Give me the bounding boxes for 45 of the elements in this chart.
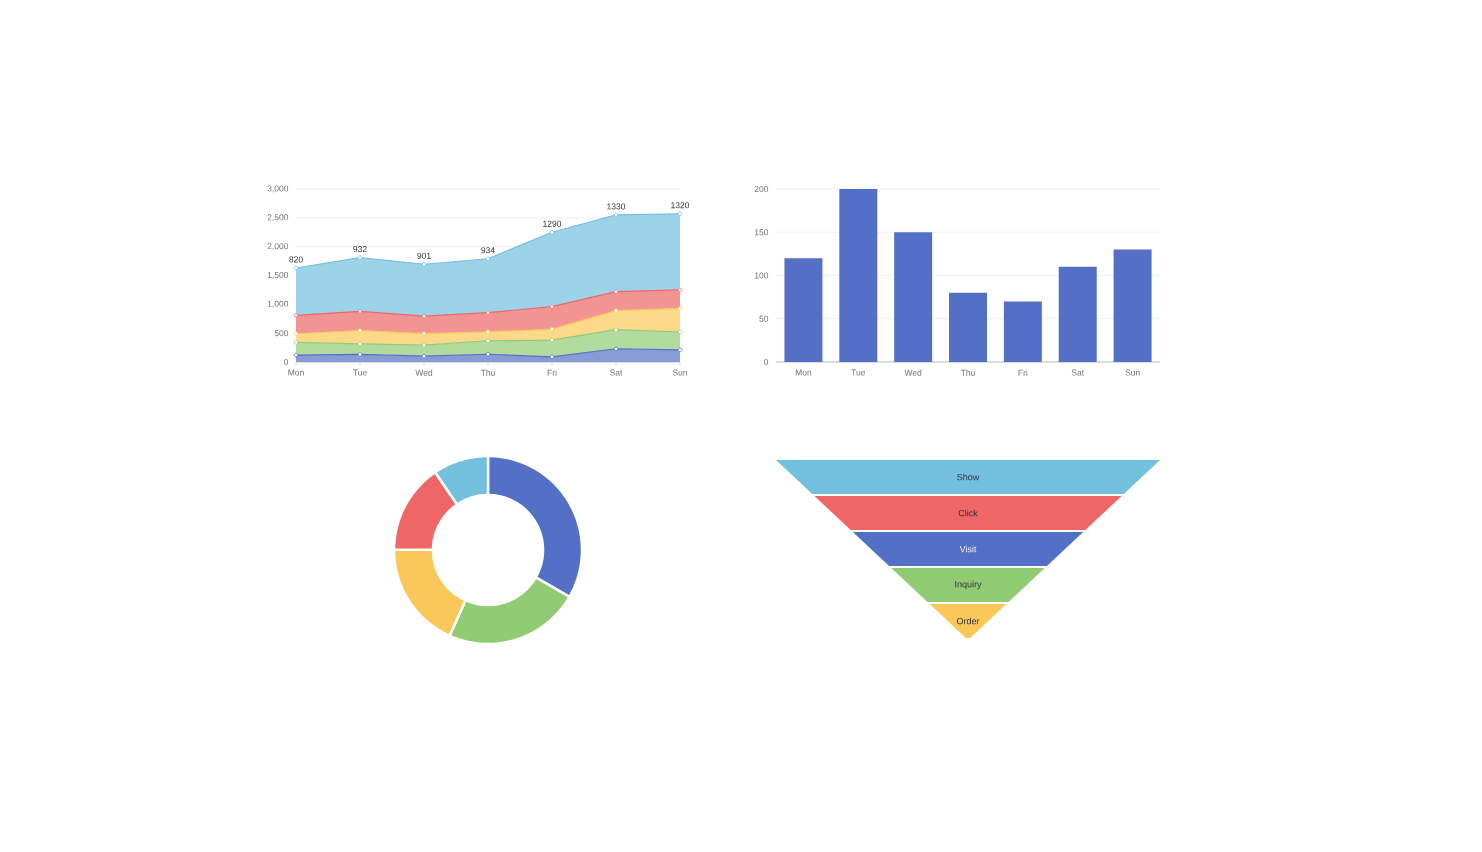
x-tick-label: Mon xyxy=(288,369,304,376)
x-tick-label: Sat xyxy=(1071,369,1085,376)
data-label: 932 xyxy=(353,246,367,253)
x-tick-label: Sat xyxy=(610,369,623,376)
bar xyxy=(1003,301,1042,362)
x-tick-label: Thu xyxy=(960,369,975,376)
bar xyxy=(894,232,933,362)
data-label: 820 xyxy=(289,256,303,263)
x-tick-label: Mon xyxy=(795,369,812,376)
x-tick-label: Fri xyxy=(1018,369,1028,376)
bar xyxy=(1113,249,1152,362)
category-label: Visit xyxy=(959,545,977,553)
y-tick-label: 50 xyxy=(759,315,769,322)
y-tick-label: 500 xyxy=(274,330,289,337)
category-label: Order xyxy=(956,617,980,625)
y-tick-label: 1,000 xyxy=(267,300,289,308)
x-tick-label: Sun xyxy=(1125,369,1140,376)
y-tick-label: 2,000 xyxy=(267,243,289,251)
data-label: 1330 xyxy=(607,203,626,210)
data-label: 1290 xyxy=(543,220,562,227)
y-tick-label: 100 xyxy=(754,272,769,279)
category-label: Click xyxy=(958,509,978,517)
x-tick-label: Fri xyxy=(547,369,557,376)
bar xyxy=(949,292,988,362)
y-tick-label: 3,000 xyxy=(267,185,289,193)
x-tick-label: Wed xyxy=(904,369,922,376)
y-tick-label: 0 xyxy=(764,358,769,365)
data-label: 1320 xyxy=(671,202,690,209)
category-label: Show xyxy=(957,473,980,481)
y-tick-label: 0 xyxy=(284,358,289,365)
x-tick-label: Tue xyxy=(353,369,367,376)
data-label: 901 xyxy=(417,252,431,259)
x-tick-label: Sun xyxy=(672,369,688,376)
x-tick-label: Wed xyxy=(415,369,433,376)
bar xyxy=(784,258,823,362)
x-tick-label: Thu xyxy=(480,369,495,376)
bar xyxy=(1058,266,1097,362)
y-tick-label: 1,500 xyxy=(267,271,289,279)
data-label: 934 xyxy=(481,247,495,254)
category-label: Inquiry xyxy=(955,580,982,590)
y-tick-label: 200 xyxy=(754,185,769,192)
x-tick-label: Tue xyxy=(851,369,866,376)
bar xyxy=(839,189,878,362)
y-tick-label: 150 xyxy=(754,229,769,236)
y-tick-label: 2,500 xyxy=(267,214,289,222)
